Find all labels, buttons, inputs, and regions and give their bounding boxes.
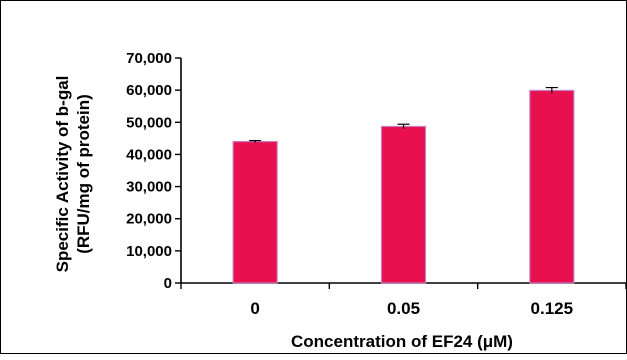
y-axis-title: Specific Activity of b-gal (RFU/mg of pr… xyxy=(53,76,93,273)
y-axis-title-line-2: (RFU/mg of protein) xyxy=(74,94,93,254)
y-tick-label: 70,000 xyxy=(126,50,172,67)
y-tick-label: 50,000 xyxy=(126,114,172,131)
x-tick-label: 0.05 xyxy=(387,299,420,318)
y-tick-label: 10,000 xyxy=(126,243,172,260)
x-tick-label: 0.125 xyxy=(531,299,574,318)
y-tick-label: 30,000 xyxy=(126,179,172,196)
y-tick-label: 20,000 xyxy=(126,211,172,228)
bar xyxy=(380,125,427,284)
x-axis-title: Concentration of EF24 (μM) xyxy=(291,332,513,351)
bar xyxy=(232,140,278,284)
y-axis-title-line-1: Specific Activity of b-gal xyxy=(53,76,72,273)
plot-area: 0 10,000 20,000 30,000 40,000 50,000 60,000 70,… xyxy=(126,50,627,318)
y-tick-label: 40,000 xyxy=(126,146,172,163)
y-tick-label: 60,000 xyxy=(126,82,172,99)
bar xyxy=(529,89,575,284)
x-tick-label: 0 xyxy=(250,299,259,318)
y-tick-label: 0 xyxy=(164,275,172,292)
